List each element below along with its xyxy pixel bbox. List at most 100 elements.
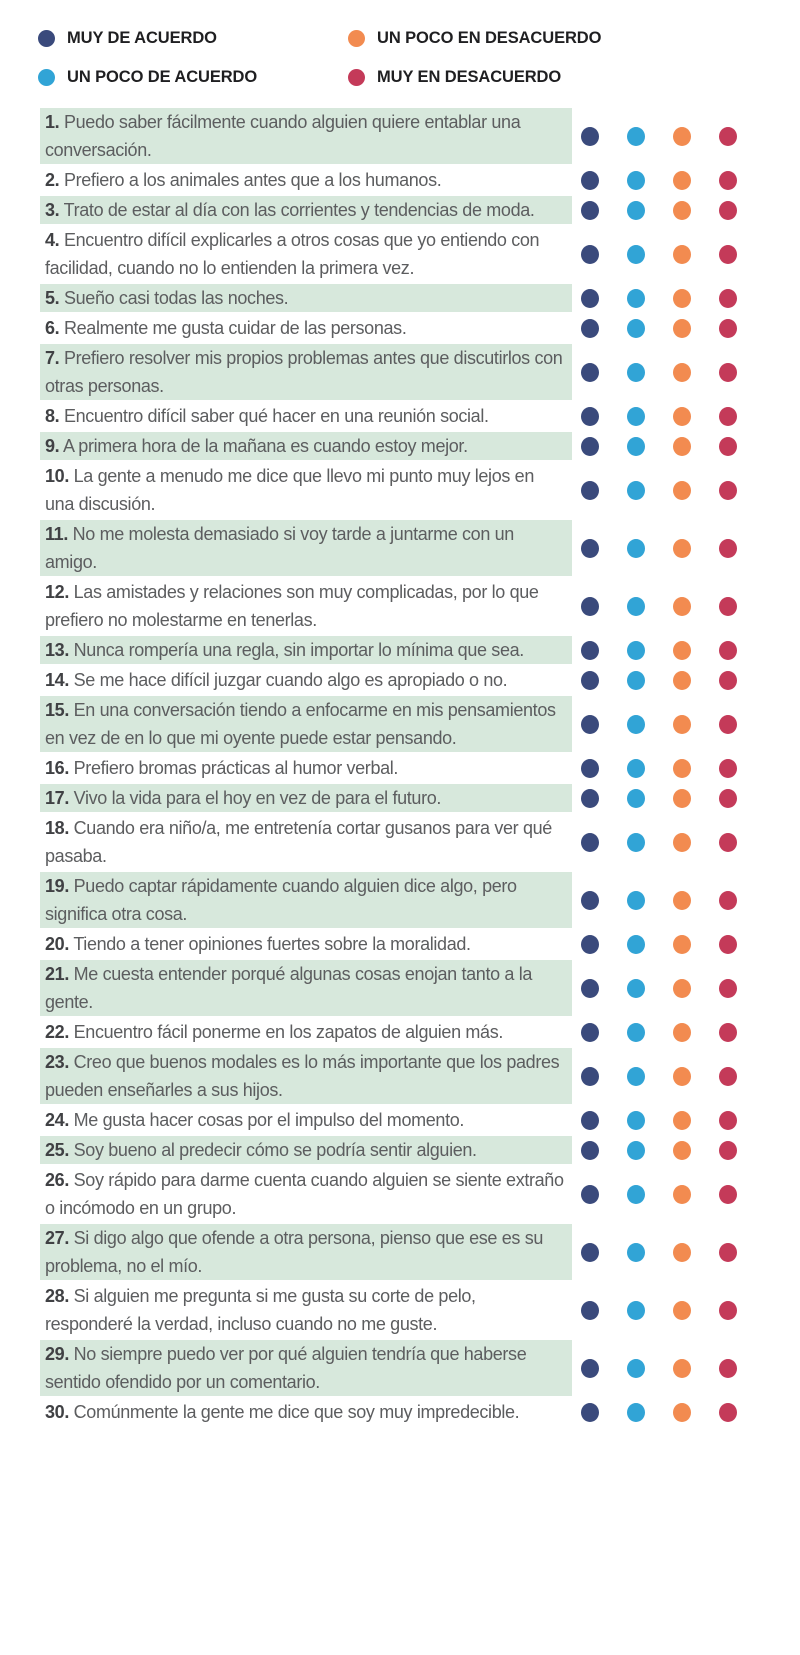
answer-dot-muy-en-desacuerdo[interactable] [719,244,737,264]
answer-dot-muy-de-acuerdo[interactable] [581,1402,599,1422]
answer-dot-muy-en-desacuerdo[interactable] [719,640,737,660]
answer-dot-muy-en-desacuerdo[interactable] [719,1358,737,1378]
answer-dot-muy-de-acuerdo[interactable] [581,1110,599,1130]
answer-dot-muy-de-acuerdo[interactable] [581,640,599,660]
answer-dot-muy-de-acuerdo[interactable] [581,1300,599,1320]
answer-dot-un-poco-de-acuerdo[interactable] [627,1022,645,1042]
answer-dot-muy-en-desacuerdo[interactable] [719,538,737,558]
answer-dot-muy-de-acuerdo[interactable] [581,596,599,616]
answer-dot-muy-en-desacuerdo[interactable] [719,670,737,690]
answer-dot-muy-de-acuerdo[interactable] [581,170,599,190]
answer-dot-muy-de-acuerdo[interactable] [581,318,599,338]
answer-dot-muy-en-desacuerdo[interactable] [719,126,737,146]
answer-dot-un-poco-de-acuerdo[interactable] [627,1358,645,1378]
answer-dot-un-poco-en-desacuerdo[interactable] [673,362,691,382]
answer-dot-un-poco-en-desacuerdo[interactable] [673,832,691,852]
answer-dot-muy-en-desacuerdo[interactable] [719,596,737,616]
answer-dot-un-poco-de-acuerdo[interactable] [627,640,645,660]
answer-dot-muy-en-desacuerdo[interactable] [719,1140,737,1160]
answer-dot-muy-en-desacuerdo[interactable] [719,890,737,910]
answer-dot-muy-de-acuerdo[interactable] [581,1242,599,1262]
answer-dot-un-poco-en-desacuerdo[interactable] [673,126,691,146]
answer-dot-muy-en-desacuerdo[interactable] [719,714,737,734]
answer-dot-muy-en-desacuerdo[interactable] [719,1402,737,1422]
answer-dot-muy-en-desacuerdo[interactable] [719,362,737,382]
answer-dot-un-poco-en-desacuerdo[interactable] [673,318,691,338]
answer-dot-un-poco-de-acuerdo[interactable] [627,288,645,308]
answer-dot-un-poco-de-acuerdo[interactable] [627,788,645,808]
answer-dot-muy-de-acuerdo[interactable] [581,890,599,910]
answer-dot-un-poco-de-acuerdo[interactable] [627,170,645,190]
answer-dot-un-poco-en-desacuerdo[interactable] [673,714,691,734]
answer-dot-un-poco-de-acuerdo[interactable] [627,758,645,778]
answer-dot-un-poco-en-desacuerdo[interactable] [673,1066,691,1086]
answer-dot-un-poco-de-acuerdo[interactable] [627,1110,645,1130]
answer-dot-muy-de-acuerdo[interactable] [581,362,599,382]
answer-dot-muy-en-desacuerdo[interactable] [719,1066,737,1086]
answer-dot-muy-en-desacuerdo[interactable] [719,288,737,308]
answer-dot-un-poco-de-acuerdo[interactable] [627,244,645,264]
answer-dot-un-poco-de-acuerdo[interactable] [627,714,645,734]
answer-dot-un-poco-en-desacuerdo[interactable] [673,934,691,954]
answer-dot-muy-en-desacuerdo[interactable] [719,436,737,456]
answer-dot-un-poco-de-acuerdo[interactable] [627,406,645,426]
answer-dot-muy-en-desacuerdo[interactable] [719,758,737,778]
answer-dot-muy-de-acuerdo[interactable] [581,1022,599,1042]
answer-dot-muy-en-desacuerdo[interactable] [719,788,737,808]
answer-dot-muy-en-desacuerdo[interactable] [719,1300,737,1320]
answer-dot-un-poco-en-desacuerdo[interactable] [673,200,691,220]
answer-dot-muy-de-acuerdo[interactable] [581,832,599,852]
answer-dot-un-poco-en-desacuerdo[interactable] [673,596,691,616]
answer-dot-muy-de-acuerdo[interactable] [581,788,599,808]
answer-dot-muy-en-desacuerdo[interactable] [719,832,737,852]
answer-dot-muy-en-desacuerdo[interactable] [719,480,737,500]
answer-dot-muy-en-desacuerdo[interactable] [719,1110,737,1130]
answer-dot-un-poco-en-desacuerdo[interactable] [673,890,691,910]
answer-dot-un-poco-de-acuerdo[interactable] [627,1300,645,1320]
answer-dot-un-poco-de-acuerdo[interactable] [627,890,645,910]
answer-dot-un-poco-en-desacuerdo[interactable] [673,1402,691,1422]
answer-dot-un-poco-en-desacuerdo[interactable] [673,1358,691,1378]
answer-dot-muy-de-acuerdo[interactable] [581,200,599,220]
answer-dot-un-poco-en-desacuerdo[interactable] [673,640,691,660]
answer-dot-muy-de-acuerdo[interactable] [581,978,599,998]
answer-dot-un-poco-en-desacuerdo[interactable] [673,406,691,426]
answer-dot-un-poco-de-acuerdo[interactable] [627,978,645,998]
answer-dot-un-poco-en-desacuerdo[interactable] [673,1242,691,1262]
answer-dot-muy-de-acuerdo[interactable] [581,1066,599,1086]
answer-dot-muy-de-acuerdo[interactable] [581,714,599,734]
answer-dot-un-poco-de-acuerdo[interactable] [627,126,645,146]
answer-dot-muy-de-acuerdo[interactable] [581,1140,599,1160]
answer-dot-muy-en-desacuerdo[interactable] [719,934,737,954]
answer-dot-un-poco-en-desacuerdo[interactable] [673,1300,691,1320]
answer-dot-un-poco-de-acuerdo[interactable] [627,1402,645,1422]
answer-dot-muy-de-acuerdo[interactable] [581,436,599,456]
answer-dot-un-poco-de-acuerdo[interactable] [627,480,645,500]
answer-dot-muy-en-desacuerdo[interactable] [719,1022,737,1042]
answer-dot-un-poco-en-desacuerdo[interactable] [673,670,691,690]
answer-dot-un-poco-en-desacuerdo[interactable] [673,436,691,456]
answer-dot-un-poco-de-acuerdo[interactable] [627,934,645,954]
answer-dot-un-poco-en-desacuerdo[interactable] [673,788,691,808]
answer-dot-muy-en-desacuerdo[interactable] [719,318,737,338]
answer-dot-muy-de-acuerdo[interactable] [581,288,599,308]
answer-dot-muy-de-acuerdo[interactable] [581,1184,599,1204]
answer-dot-un-poco-en-desacuerdo[interactable] [673,1140,691,1160]
answer-dot-un-poco-en-desacuerdo[interactable] [673,538,691,558]
answer-dot-un-poco-de-acuerdo[interactable] [627,318,645,338]
answer-dot-muy-en-desacuerdo[interactable] [719,1242,737,1262]
answer-dot-un-poco-en-desacuerdo[interactable] [673,288,691,308]
answer-dot-un-poco-en-desacuerdo[interactable] [673,1022,691,1042]
answer-dot-muy-de-acuerdo[interactable] [581,934,599,954]
answer-dot-muy-en-desacuerdo[interactable] [719,170,737,190]
answer-dot-un-poco-de-acuerdo[interactable] [627,596,645,616]
answer-dot-un-poco-de-acuerdo[interactable] [627,538,645,558]
answer-dot-un-poco-en-desacuerdo[interactable] [673,170,691,190]
answer-dot-un-poco-de-acuerdo[interactable] [627,200,645,220]
answer-dot-muy-en-desacuerdo[interactable] [719,1184,737,1204]
answer-dot-un-poco-de-acuerdo[interactable] [627,1242,645,1262]
answer-dot-muy-en-desacuerdo[interactable] [719,406,737,426]
answer-dot-un-poco-en-desacuerdo[interactable] [673,244,691,264]
answer-dot-un-poco-en-desacuerdo[interactable] [673,1184,691,1204]
answer-dot-un-poco-en-desacuerdo[interactable] [673,480,691,500]
